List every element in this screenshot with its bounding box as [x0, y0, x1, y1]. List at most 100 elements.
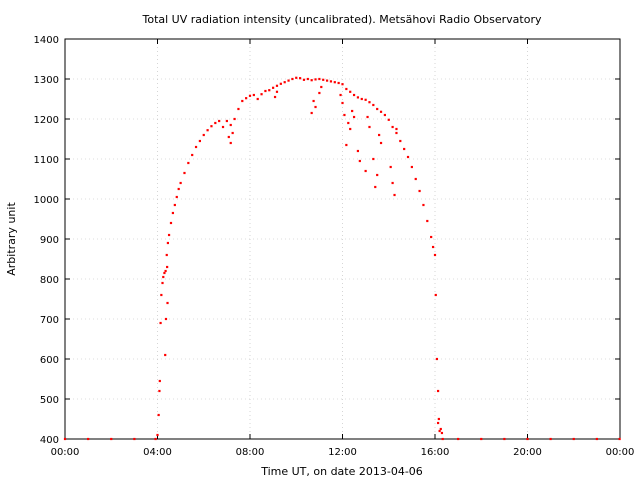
- data-point: [198, 139, 201, 143]
- data-point: [225, 119, 228, 123]
- data-point: [345, 87, 348, 91]
- data-point: [159, 321, 162, 325]
- ticks-layer: 400 500 600 700 800 900 1000 1100 1200 1300 1400 00…: [34, 35, 635, 458]
- data-point: [275, 90, 279, 93]
- data-point: [406, 155, 410, 159]
- y-tick-label: 500: [40, 395, 59, 406]
- data-point: [422, 203, 425, 207]
- data-point: [364, 98, 367, 101]
- data-point: [171, 211, 175, 215]
- data-point: [595, 437, 598, 441]
- data-point: [360, 97, 363, 101]
- data-point: [154, 437, 157, 441]
- data-point: [618, 437, 621, 441]
- data-point: [351, 109, 354, 113]
- data-point: [160, 293, 163, 297]
- data-point: [63, 437, 67, 441]
- data-point: [368, 101, 371, 104]
- data-point: [341, 83, 344, 86]
- data-point: [356, 96, 360, 99]
- data-point: [202, 133, 205, 137]
- data-point: [177, 187, 180, 191]
- data-point: [227, 135, 230, 139]
- data-point: [173, 203, 176, 207]
- y-tick-label: 900: [40, 235, 59, 246]
- data-point: [165, 253, 168, 257]
- data-point: [389, 165, 392, 169]
- data-point: [374, 185, 377, 189]
- data-point: [295, 76, 298, 79]
- data-point: [352, 115, 356, 119]
- chart-title: Total UV radiation intensity (uncalibrat…: [142, 13, 542, 26]
- x-tick-label: 20:00: [513, 447, 542, 458]
- y-tick-label: 400: [40, 435, 59, 446]
- data-point: [343, 113, 346, 117]
- data-point: [339, 93, 342, 97]
- data-point: [210, 125, 213, 128]
- data-point: [403, 147, 406, 151]
- data-point: [299, 77, 302, 80]
- data-point: [187, 161, 190, 165]
- data-point: [252, 93, 255, 97]
- y-tick-label: 1400: [34, 35, 59, 46]
- data-point: [133, 437, 136, 441]
- data-point: [333, 81, 336, 84]
- data-point: [260, 93, 263, 96]
- data-point: [169, 221, 173, 225]
- data-point: [526, 437, 529, 441]
- data-point: [166, 301, 169, 305]
- data-point: [314, 78, 317, 81]
- data-point: [241, 99, 244, 103]
- data-point: [233, 117, 236, 121]
- data-point: [166, 241, 170, 245]
- data-point: [264, 89, 267, 93]
- data-point: [272, 86, 275, 89]
- data-point: [376, 107, 379, 111]
- data-point: [191, 153, 194, 157]
- data-point: [358, 159, 361, 163]
- y-tick-label: 1200: [34, 115, 59, 126]
- data-point: [387, 118, 390, 121]
- data-point: [179, 181, 182, 185]
- y-tick-label: 700: [40, 315, 59, 326]
- data-point: [87, 437, 90, 441]
- y-axis-title: Arbitrary unit: [5, 202, 18, 276]
- data-point: [229, 123, 232, 127]
- data-point: [391, 125, 394, 129]
- data-point: [314, 105, 317, 109]
- data-point: [221, 125, 225, 129]
- data-point: [441, 437, 444, 441]
- y-tick-label: 600: [40, 355, 59, 366]
- data-point: [439, 427, 442, 431]
- data-point: [395, 127, 398, 131]
- data-point: [268, 89, 271, 92]
- data-point: [237, 107, 240, 111]
- data-point: [352, 93, 356, 97]
- data-point: [214, 121, 217, 125]
- data-point: [436, 421, 440, 425]
- data-point: [164, 269, 167, 273]
- data-point: [349, 127, 352, 131]
- data-point: [283, 81, 286, 84]
- data-point: [372, 103, 375, 107]
- y-tick-label: 800: [40, 275, 59, 286]
- data-point: [166, 265, 169, 269]
- data-point: [287, 79, 290, 82]
- data-point: [356, 149, 360, 153]
- data-point: [325, 79, 329, 82]
- data-point: [433, 253, 437, 257]
- data-point: [248, 94, 252, 97]
- data-point: [426, 219, 429, 223]
- data-point: [163, 271, 166, 275]
- data-point: [162, 275, 165, 279]
- data-point: [110, 437, 113, 441]
- data-point: [275, 84, 279, 87]
- data-point: [318, 77, 321, 81]
- data-point: [337, 81, 340, 85]
- data-point: [410, 165, 413, 169]
- data-point: [279, 82, 282, 85]
- data-point: [431, 245, 435, 249]
- data-point: [418, 189, 421, 193]
- data-point: [379, 110, 383, 113]
